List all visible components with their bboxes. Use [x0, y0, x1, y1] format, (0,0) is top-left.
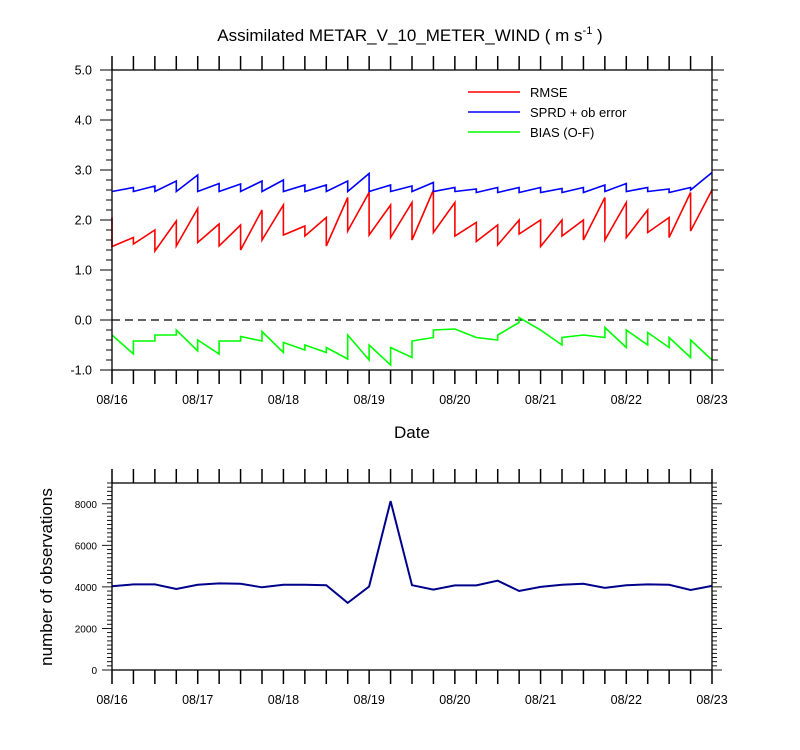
top-x-tick-label: 08/22	[611, 393, 642, 407]
series-line-bias-o-f	[111, 316, 713, 367]
top-ticks	[100, 56, 724, 384]
bottom-x-tick-label: 08/16	[96, 693, 127, 707]
bottom-x-tick-label: 08/17	[182, 693, 213, 707]
y-axis-title-observations: number of observations	[37, 488, 56, 666]
legend-label-rmse: RMSE	[530, 85, 568, 100]
bottom-y-tick-labels: 8000 6000 4000 2000 0	[75, 500, 98, 677]
series-line-sprd-ob-error	[111, 171, 713, 194]
top-x-tick-label: 08/16	[96, 393, 127, 407]
bottom-ticks	[102, 469, 722, 684]
chart-title-main: Assimilated METAR_V_10_METER_WIND ( m s	[217, 26, 582, 45]
top-x-tick-label: 08/23	[696, 393, 727, 407]
top-y-tick-label: -1.0	[70, 364, 92, 378]
top-x-tick-label: 08/21	[525, 393, 556, 407]
bottom-x-tick-label: 08/21	[525, 693, 556, 707]
top-x-tick-label: 08/19	[354, 393, 385, 407]
bottom-x-tick-label: 08/20	[439, 693, 470, 707]
top-x-tick-label: 08/20	[439, 393, 470, 407]
series-line-observation-count	[111, 500, 713, 605]
legend-label-bias: BIAS (O-F)	[530, 125, 594, 140]
top-x-tick-label: 08/17	[182, 393, 213, 407]
chart-title-end: )	[592, 26, 602, 45]
series-line-rmse	[111, 189, 713, 254]
bottom-x-tick-label: 08/22	[611, 693, 642, 707]
top-y-tick-label: 4.0	[75, 114, 92, 128]
bottom-y-tick-label: 0	[91, 666, 97, 677]
top-x-tick-label: 08/18	[268, 393, 299, 407]
top-y-tick-label: 3.0	[75, 164, 92, 178]
bottom-y-tick-label: 6000	[75, 541, 98, 552]
top-y-tick-label: 0.0	[75, 314, 92, 328]
chart-title-superscript: -1	[583, 25, 593, 37]
top-y-tick-label: 2.0	[75, 214, 92, 228]
bottom-plot-frame	[111, 482, 713, 671]
bottom-y-tick-label: 2000	[75, 624, 98, 635]
top-x-tick-labels: 08/16 08/17 08/18 08/19 08/20 08/21 08/22 08/23	[96, 393, 727, 407]
top-panel: 5.04.03.02.01.00.0-1.0 08/16 08/17 08/18 08…	[70, 56, 728, 442]
x-axis-title: Date	[394, 423, 430, 442]
bottom-y-tick-label: 8000	[75, 500, 98, 511]
bottom-x-tick-labels: 08/16 08/17 08/18 08/19 08/20 08/21 08/22 08/23	[96, 693, 727, 707]
bottom-x-tick-label: 08/19	[354, 693, 385, 707]
chart-title: Assimilated METAR_V_10_METER_WIND ( m s-…	[217, 25, 602, 45]
bottom-x-tick-label: 08/23	[696, 693, 727, 707]
top-y-tick-label: 1.0	[75, 264, 92, 278]
bottom-x-tick-label: 08/18	[268, 693, 299, 707]
top-y-tick-label: 5.0	[75, 64, 92, 78]
bottom-y-tick-label: 4000	[75, 583, 98, 594]
top-y-tick-labels: 5.0 4.0 3.0 2.0 1.0 0.0 -1.0	[70, 64, 92, 378]
legend-label-sprd: SPRD + ob error	[530, 105, 627, 120]
legend: RMSE SPRD + ob error BIAS (O-F)	[468, 85, 627, 140]
